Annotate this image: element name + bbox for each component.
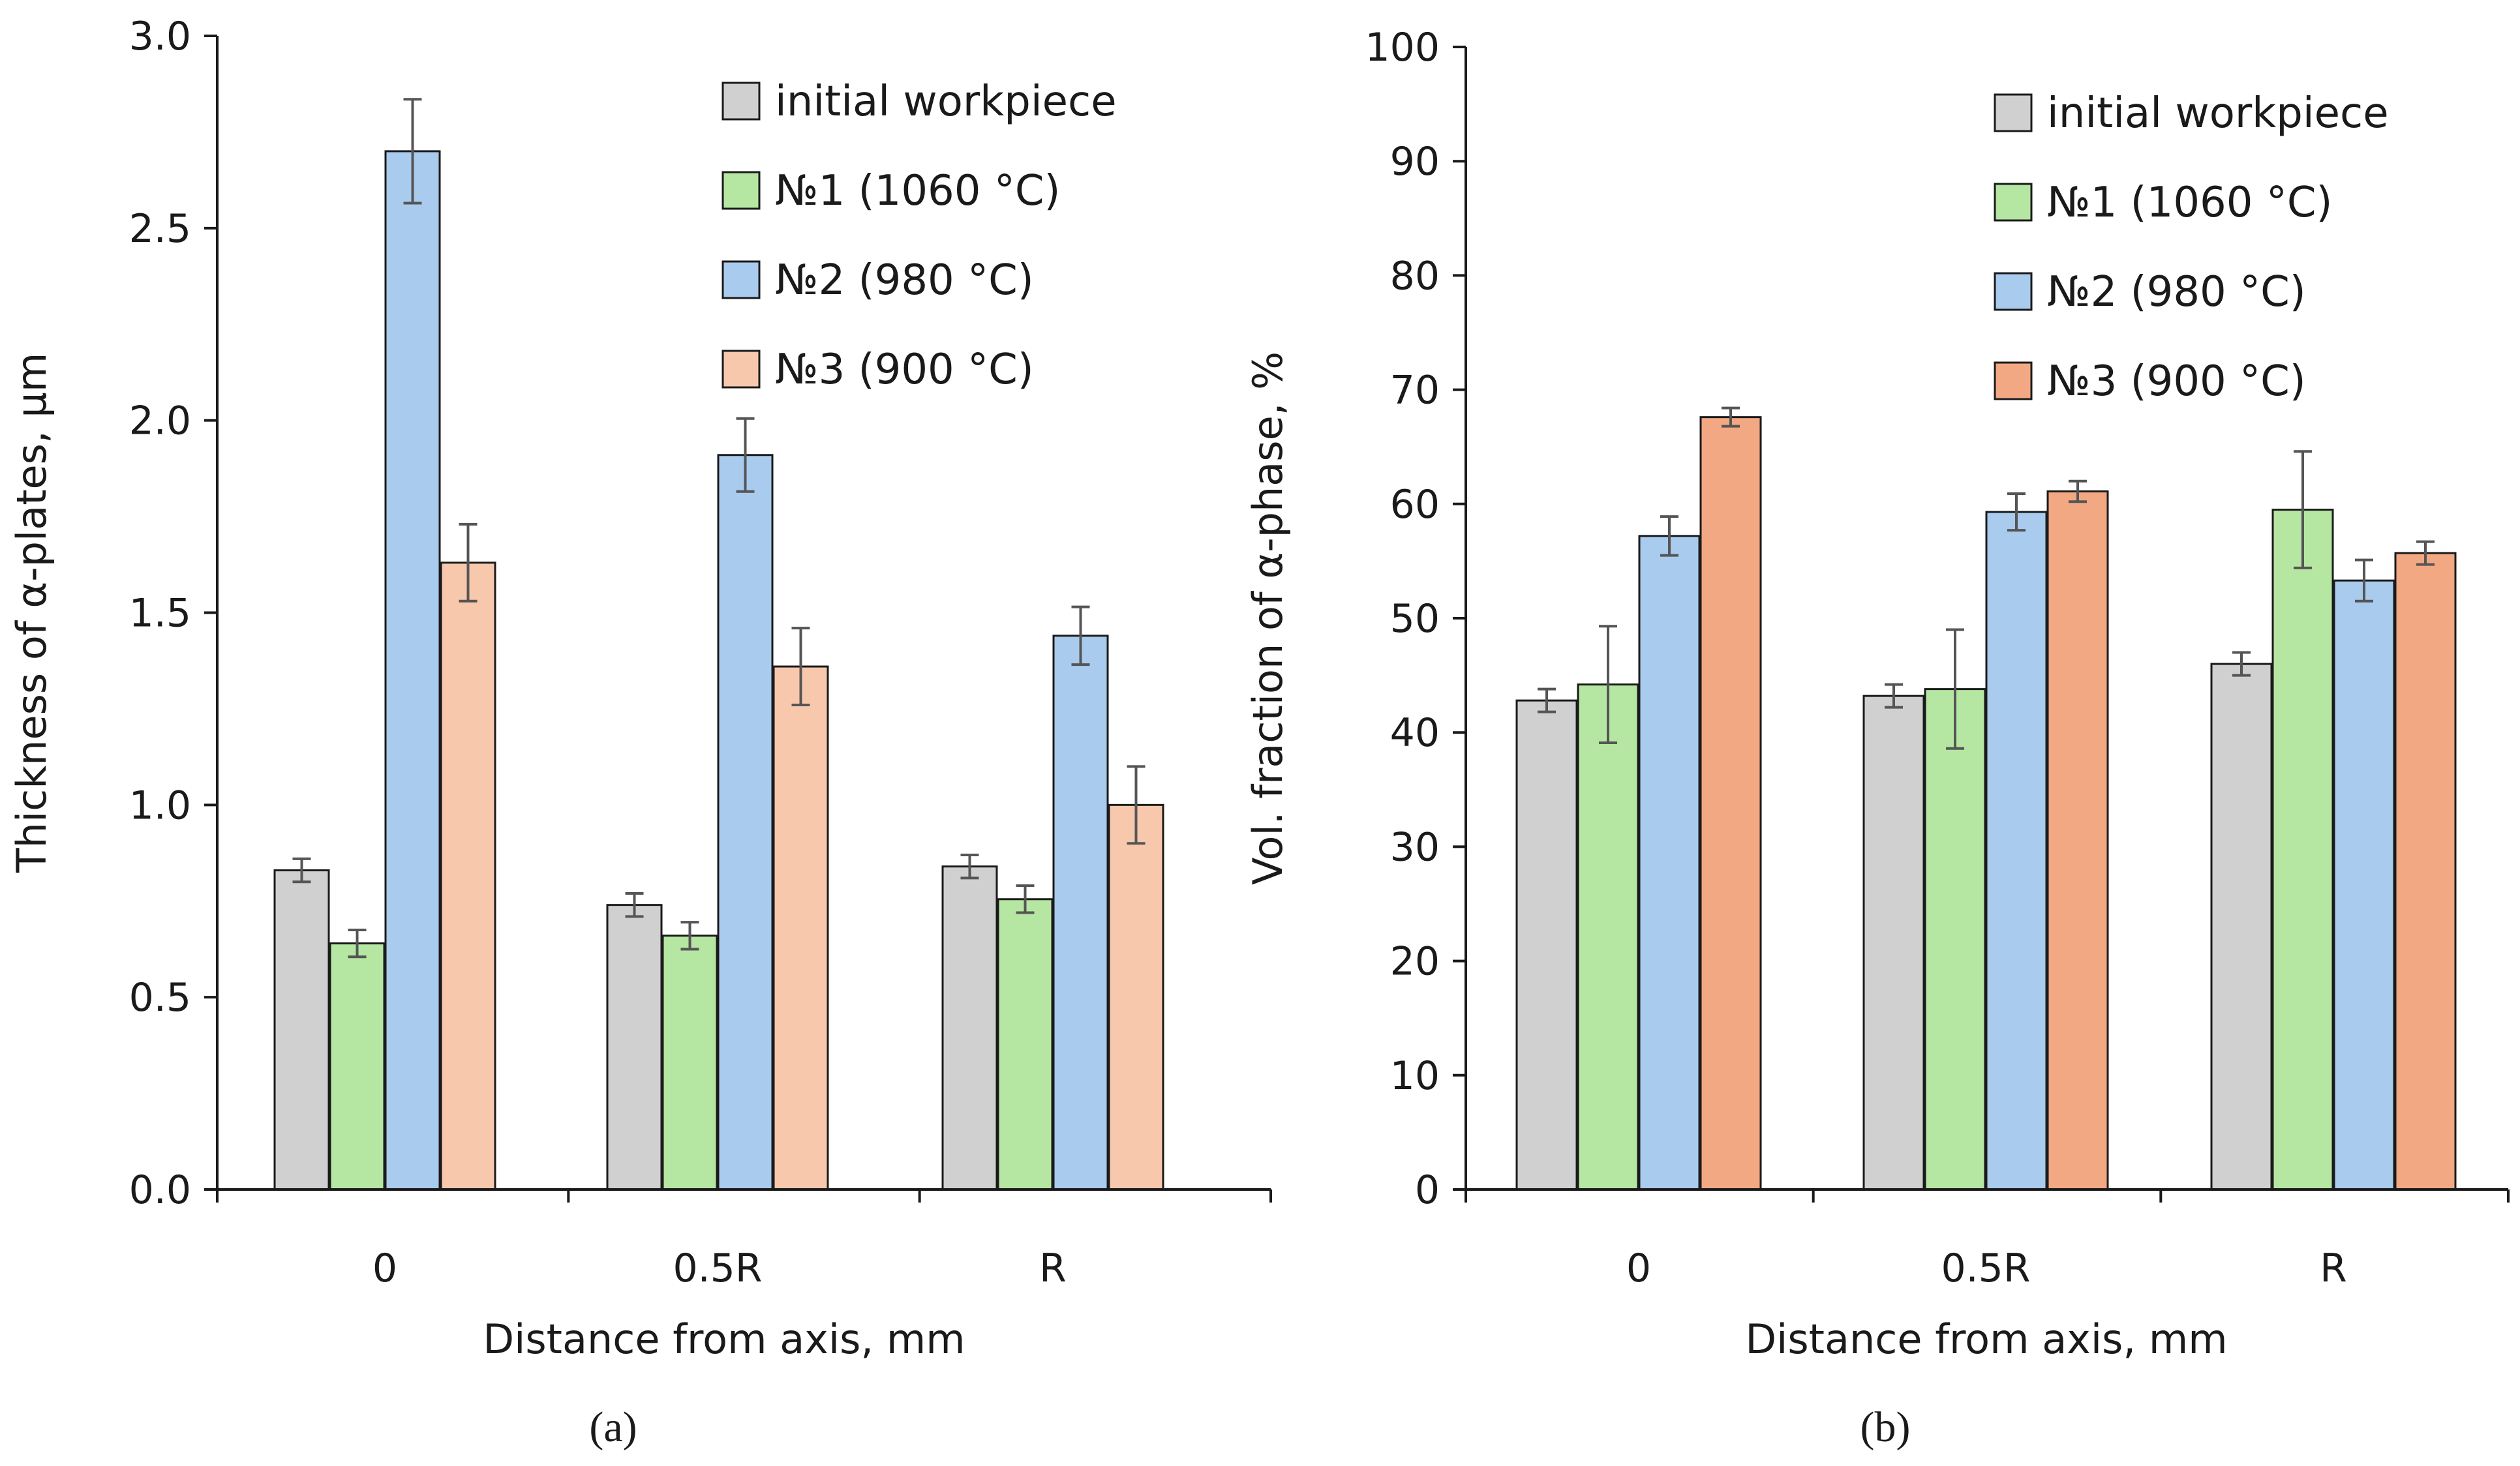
bar-a-s2-c2 <box>1052 635 1109 1191</box>
legend-swatch-b-2 <box>1994 272 2033 311</box>
legend-swatch-a-0 <box>721 82 761 121</box>
chart-panel-b: 0 10 20 30 40 50 60 70 80 90 100 0 0.5R R Vol. fractio… <box>1244 25 2510 1451</box>
bar-b-s1-c2 <box>2271 509 2334 1191</box>
y-tick-label-b-4: 40 <box>1390 710 1440 756</box>
y-tick-label-b-10: 100 <box>1365 25 1440 70</box>
bar-b-s2-c1 <box>1985 511 2048 1191</box>
bar-b-s3-c1 <box>2046 490 2109 1191</box>
bar-a-s3-c1 <box>772 665 829 1191</box>
y-tick-label-b-9: 90 <box>1390 139 1440 185</box>
legend-label-a-2: №2 (980 °C) <box>775 256 1034 305</box>
x-tick-label-b-2: R <box>2320 1246 2347 1291</box>
bar-a-s1-c1 <box>661 935 718 1191</box>
legend-label-b-0: initial workpiece <box>2047 89 2389 138</box>
bar-a-s1-c2 <box>997 898 1054 1191</box>
bar-b-s3-c0 <box>1699 416 1762 1191</box>
x-tick-label-a-1: 0.5R <box>673 1246 762 1291</box>
y-tick-label-b-2: 20 <box>1390 939 1440 985</box>
legend-label-a-1: №1 (1060 °C) <box>775 167 1060 215</box>
y-tick-label-b-6: 60 <box>1390 482 1440 528</box>
y-tick-label-a-0: 0.0 <box>129 1167 191 1213</box>
bar-b-s2-c2 <box>2333 579 2395 1191</box>
legend-label-b-2: №2 (980 °C) <box>2047 268 2306 316</box>
bar-a-s0-c0 <box>273 869 330 1191</box>
bar-b-s0-c1 <box>1862 695 1925 1191</box>
y-tick-label-b-5: 50 <box>1390 596 1440 642</box>
y-axis-title-b: Vol. fraction of α-phase, % <box>1244 352 1292 885</box>
legend-swatch-b-1 <box>1994 183 2033 222</box>
bar-a-s3-c2 <box>1108 803 1164 1191</box>
bar-a-s0-c2 <box>941 865 998 1191</box>
bar-a-s2-c1 <box>717 454 774 1191</box>
bar-a-s0-c1 <box>606 904 663 1191</box>
legend-label-b-1: №1 (1060 °C) <box>2047 179 2332 227</box>
y-tick-label-a-5: 2.5 <box>129 206 191 252</box>
x-tick-label-a-0: 0 <box>372 1246 397 1291</box>
legend-label-a-0: initial workpiece <box>775 78 1117 126</box>
y-tick-label-b-0: 0 <box>1415 1167 1440 1213</box>
legend-swatch-b-0 <box>1994 93 2033 132</box>
y-tick-label-a-3: 1.5 <box>129 591 191 636</box>
panel-label-b: (b) <box>1860 1403 1911 1451</box>
legend-swatch-b-3 <box>1994 361 2033 400</box>
chart-panel-a: 0.0 0.5 1.0 1.5 2.0 2.5 3.0 0 0.5R R Thickness of … <box>8 14 1272 1451</box>
bar-a-s2-c0 <box>384 150 441 1191</box>
y-tick-label-b-1: 10 <box>1390 1053 1440 1099</box>
y-tick-label-a-1: 0.5 <box>129 975 191 1021</box>
bar-b-s0-c0 <box>1515 699 1578 1191</box>
bar-b-s3-c2 <box>2394 552 2457 1191</box>
legend-swatch-a-1 <box>721 171 761 210</box>
x-tick-label-b-1: 0.5R <box>1941 1246 2030 1291</box>
y-tick-label-b-8: 80 <box>1390 253 1440 299</box>
legend-label-a-3: №3 (900 °C) <box>775 346 1034 394</box>
y-tick-label-a-4: 2.0 <box>129 398 191 444</box>
panel-label-a: (a) <box>589 1403 637 1451</box>
y-tick-label-b-7: 70 <box>1390 368 1440 413</box>
bar-b-s2-c0 <box>1638 535 1701 1191</box>
y-tick-label-a-6: 3.0 <box>129 14 191 59</box>
bar-a-s1-c0 <box>329 942 386 1191</box>
legend-swatch-a-3 <box>721 350 761 389</box>
legend-label-b-3: №3 (900 °C) <box>2047 357 2306 406</box>
bar-b-s0-c2 <box>2210 663 2273 1191</box>
x-axis-title-a: Distance from axis, mm <box>483 1315 965 1363</box>
y-tick-label-a-2: 1.0 <box>129 783 191 828</box>
bar-b-s1-c0 <box>1577 683 1639 1191</box>
legend-swatch-a-2 <box>721 260 761 299</box>
bar-a-s3-c0 <box>440 561 496 1191</box>
x-tick-label-b-0: 0 <box>1626 1246 1651 1291</box>
y-axis-title-a: Thickness of α-plates, μm <box>8 353 55 873</box>
x-axis-title-b: Distance from axis, mm <box>1745 1315 2227 1363</box>
x-tick-label-a-2: R <box>1039 1246 1067 1291</box>
y-tick-label-b-3: 30 <box>1390 824 1440 870</box>
bar-b-s1-c1 <box>1924 688 1986 1191</box>
